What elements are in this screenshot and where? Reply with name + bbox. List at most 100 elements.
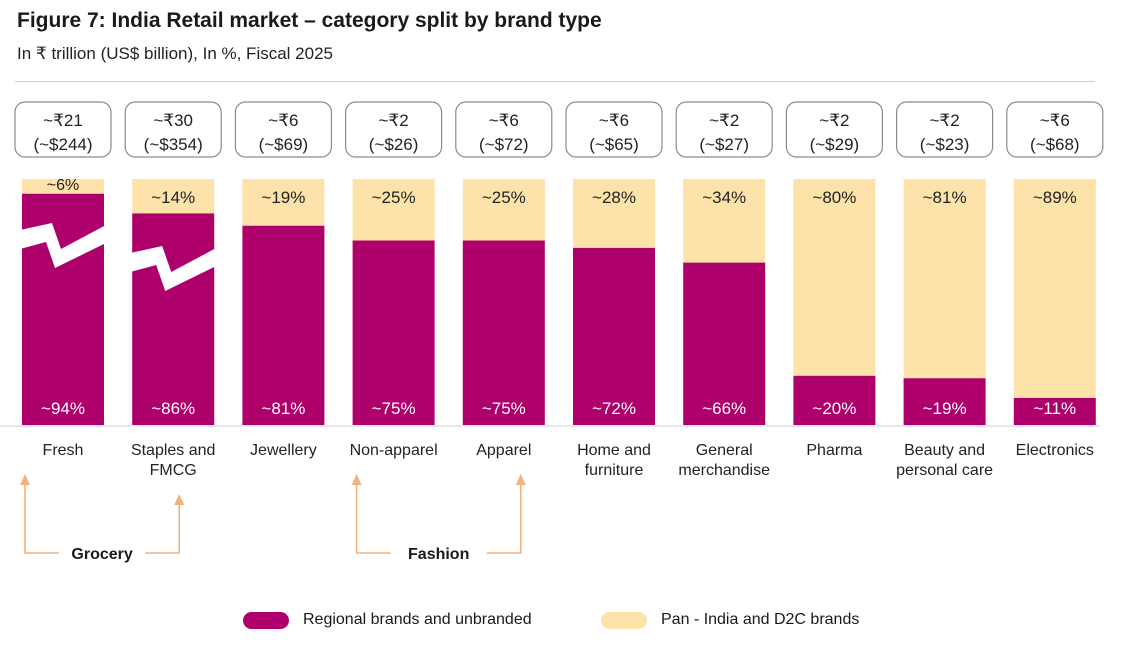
category-label-beauty-and-personal-care-line-2: personal care bbox=[896, 462, 993, 479]
category-label-fresh: Fresh bbox=[43, 442, 84, 459]
legend-item-regional: Regional brands and unbranded bbox=[243, 609, 532, 631]
arrowhead-icon bbox=[515, 474, 526, 485]
legend-label-pan-india: Pan - India and D2C brands bbox=[661, 611, 860, 628]
bar-regional-staples-and-fmcg bbox=[132, 213, 215, 425]
market-size-usd-fresh: (~$244) bbox=[33, 135, 92, 154]
label-regional-apparel: ~75% bbox=[482, 399, 526, 418]
label-pan-india-staples-and-fmcg: ~14% bbox=[151, 188, 195, 207]
market-size-box-apparel bbox=[455, 101, 553, 158]
label-pan-india-general-merchandise: ~34% bbox=[702, 188, 746, 207]
bar-pan-india-jewellery bbox=[242, 179, 325, 226]
label-pan-india-non-apparel: ~25% bbox=[372, 188, 416, 207]
market-size-inr-staples-and-fmcg: ~₹30 bbox=[153, 111, 193, 130]
axis-break-fresh bbox=[20, 223, 106, 268]
stacked-bar-chart: ~₹21 (~$244) ~6% ~94% Fresh ~₹30 (~$354) ~14% ~8… bbox=[0, 101, 1104, 563]
label-regional-general-merchandise: ~66% bbox=[702, 399, 746, 418]
market-size-box-electronics bbox=[1006, 101, 1104, 158]
chart-subtitle: In ₹ trillion (US$ billion), In %, Fisca… bbox=[17, 44, 333, 63]
market-size-usd-staples-and-fmcg: (~$354) bbox=[144, 135, 203, 154]
market-size-box-staples-and-fmcg bbox=[124, 101, 222, 158]
label-regional-jewellery: ~81% bbox=[261, 399, 305, 418]
group-label-fashion: Fashion bbox=[408, 546, 469, 563]
arrowhead-icon bbox=[20, 474, 30, 485]
group-label-grocery: Grocery bbox=[71, 546, 132, 563]
category-label-beauty-and-personal-care-line-1: Beauty and bbox=[904, 442, 985, 459]
bar-pan-india-pharma bbox=[793, 179, 876, 376]
category-label-home-and-furniture-line-1: Home and bbox=[577, 442, 651, 459]
arrowhead-icon bbox=[351, 474, 362, 485]
category-label-apparel: Apparel bbox=[476, 442, 531, 459]
market-size-inr-electronics: ~₹6 bbox=[1040, 111, 1070, 130]
axis-break-staples-and-fmcg bbox=[130, 246, 217, 291]
market-size-box-beauty-and-personal-care bbox=[895, 101, 994, 158]
bar-regional-electronics bbox=[1013, 397, 1096, 425]
label-regional-fresh: ~94% bbox=[41, 399, 85, 418]
market-size-inr-jewellery: ~₹6 bbox=[268, 111, 298, 130]
label-regional-pharma: ~20% bbox=[812, 399, 856, 418]
market-size-inr-apparel: ~₹6 bbox=[489, 111, 519, 130]
bar-pan-india-beauty-and-personal-care bbox=[903, 179, 986, 379]
bar-regional-jewellery bbox=[242, 225, 325, 425]
market-size-usd-home-and-furniture: (~$65) bbox=[589, 135, 639, 154]
market-size-inr-non-apparel: ~₹2 bbox=[378, 111, 408, 130]
market-size-usd-pharma: (~$29) bbox=[810, 135, 860, 154]
bar-pan-india-general-merchandise bbox=[683, 179, 766, 263]
market-size-inr-general-merchandise: ~₹2 bbox=[709, 111, 739, 130]
bar-regional-non-apparel bbox=[352, 240, 435, 425]
market-size-inr-fresh: ~₹21 bbox=[43, 111, 83, 130]
bar-regional-pharma bbox=[793, 375, 876, 425]
category-label-pharma: Pharma bbox=[806, 442, 862, 459]
group-bracket-left-fashion bbox=[355, 480, 391, 554]
label-pan-india-electronics: ~89% bbox=[1033, 188, 1077, 207]
category-label-jewellery: Jewellery bbox=[250, 442, 317, 459]
market-size-inr-beauty-and-personal-care: ~₹2 bbox=[929, 111, 959, 130]
bar-pan-india-electronics bbox=[1013, 179, 1096, 398]
bar-pan-india-non-apparel bbox=[352, 179, 435, 241]
label-regional-beauty-and-personal-care: ~19% bbox=[923, 399, 967, 418]
chart-title: Figure 7: India Retail market – category… bbox=[17, 9, 602, 32]
group-bracket-right-grocery bbox=[145, 500, 180, 554]
label-pan-india-fresh: ~6% bbox=[47, 177, 79, 194]
label-regional-non-apparel: ~75% bbox=[372, 399, 416, 418]
label-pan-india-pharma: ~80% bbox=[812, 188, 856, 207]
market-size-box-fresh bbox=[14, 101, 112, 158]
bar-regional-apparel bbox=[462, 240, 545, 425]
market-size-usd-apparel: (~$72) bbox=[479, 135, 529, 154]
market-size-usd-non-apparel: (~$26) bbox=[369, 135, 419, 154]
bar-regional-general-merchandise bbox=[683, 262, 766, 425]
market-size-usd-jewellery: (~$69) bbox=[259, 135, 309, 154]
category-label-staples-and-fmcg-line-1: Staples and bbox=[131, 442, 216, 459]
bar-pan-india-home-and-furniture bbox=[573, 179, 655, 248]
arrowhead-icon bbox=[174, 494, 185, 505]
market-size-box-general-merchandise bbox=[675, 101, 773, 158]
legend-item-pan-india: Pan - India and D2C brands bbox=[601, 609, 859, 631]
label-regional-staples-and-fmcg: ~86% bbox=[151, 399, 195, 418]
market-size-usd-beauty-and-personal-care: (~$23) bbox=[920, 135, 970, 154]
category-label-staples-and-fmcg-line-2: FMCG bbox=[150, 462, 197, 479]
group-bracket-left-grocery bbox=[24, 480, 59, 554]
label-regional-home-and-furniture: ~72% bbox=[592, 399, 636, 418]
market-size-box-pharma bbox=[785, 101, 884, 158]
market-size-usd-general-merchandise: (~$27) bbox=[699, 135, 749, 154]
label-pan-india-apparel: ~25% bbox=[482, 188, 526, 207]
label-pan-india-jewellery: ~19% bbox=[261, 188, 305, 207]
bar-pan-india-apparel bbox=[462, 179, 545, 241]
bar-pan-india-fresh bbox=[22, 179, 104, 194]
category-label-general-merchandise-line-2: merchandise bbox=[678, 462, 770, 479]
category-label-non-apparel: Non-apparel bbox=[350, 442, 438, 459]
market-size-usd-electronics: (~$68) bbox=[1030, 135, 1080, 154]
category-label-general-merchandise-line-1: General bbox=[696, 442, 753, 459]
label-pan-india-beauty-and-personal-care: ~81% bbox=[923, 188, 967, 207]
market-size-inr-home-and-furniture: ~₹6 bbox=[599, 111, 629, 130]
market-size-inr-pharma: ~₹2 bbox=[819, 111, 849, 130]
legend-label-regional: Regional brands and unbranded bbox=[303, 611, 532, 628]
category-label-electronics: Electronics bbox=[1016, 442, 1094, 459]
bar-regional-beauty-and-personal-care bbox=[903, 378, 986, 425]
category-label-home-and-furniture-line-2: furniture bbox=[585, 462, 644, 479]
group-bracket-right-fashion bbox=[486, 480, 522, 554]
legend-swatch-pan-india bbox=[601, 611, 647, 629]
title-divider bbox=[15, 81, 1095, 82]
market-size-box-home-and-furniture bbox=[565, 101, 663, 158]
market-size-box-non-apparel bbox=[345, 101, 443, 158]
legend-swatch-regional bbox=[243, 611, 289, 629]
